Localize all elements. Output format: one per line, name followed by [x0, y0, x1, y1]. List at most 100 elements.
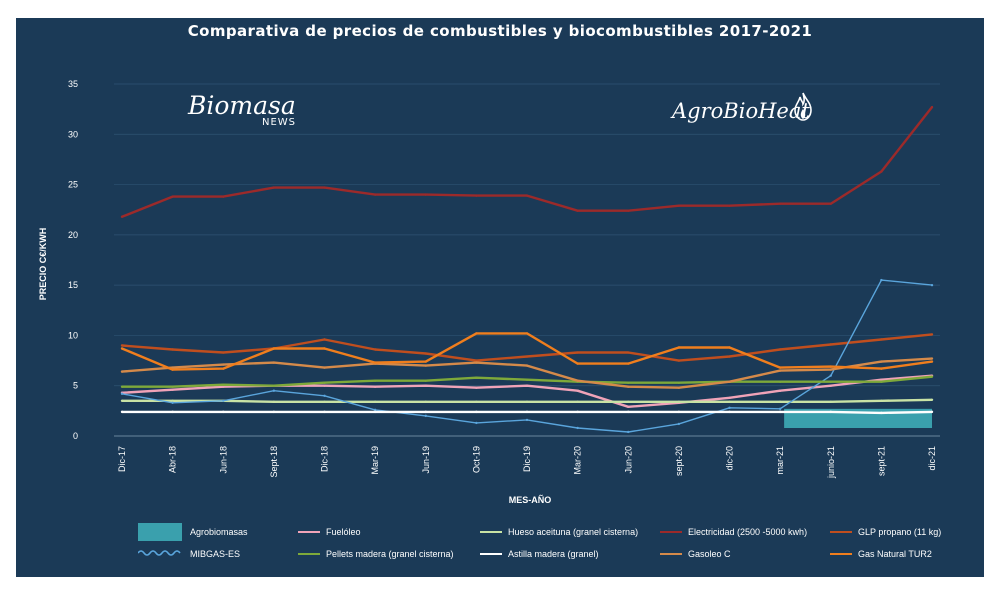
data-point-electricidad-2500-5000-kwh	[627, 209, 630, 212]
legend-label: Fuelóleo	[326, 527, 361, 537]
data-point-gas-natural-tur2	[880, 367, 883, 370]
legend-swatch	[137, 548, 182, 560]
x-tick-label: Dic-17	[117, 446, 127, 472]
legend-label: Gasoleo C	[688, 549, 731, 559]
legend-label: Hueso aceituna (granel cisterna)	[508, 527, 639, 537]
data-point-pellets-madera-granel-cisterna	[424, 379, 427, 382]
data-point-electricidad-2500-5000-kwh	[222, 195, 225, 198]
data-point-electricidad-2500-5000-kwh	[880, 170, 883, 173]
legend-item: Gasoleo C	[660, 546, 731, 562]
data-point-mibgas-es	[576, 426, 579, 430]
data-point-mibgas-es	[171, 401, 174, 405]
data-point-gas-natural-tur2	[171, 368, 174, 371]
legend-item: Astilla madera (granel)	[480, 546, 599, 562]
data-point-gasoleo-c	[880, 360, 883, 363]
data-point-pellets-madera-granel-cisterna	[373, 379, 377, 382]
data-point-astilla-madera-granel	[120, 410, 124, 414]
data-point-astilla-madera-granel	[424, 410, 427, 414]
y-tick-label: 15	[68, 280, 78, 290]
data-point-glp-propano-11-kg	[525, 355, 529, 358]
data-point-pellets-madera-granel-cisterna	[120, 385, 124, 388]
data-point-glp-propano-11-kg	[323, 338, 326, 341]
legend-swatch	[480, 553, 502, 555]
data-point-astilla-madera-granel	[829, 410, 832, 414]
legend-swatch	[660, 531, 682, 533]
x-tick-label: sept-21	[876, 446, 886, 476]
data-point-fuel-leo	[222, 385, 225, 388]
x-tick-label: dic-21	[927, 446, 937, 471]
data-point-mibgas-es	[677, 422, 681, 426]
data-point-hueso-aceituna-granel-cisterna	[525, 400, 529, 404]
biomasa-logo: Biomasa	[188, 91, 296, 120]
data-point-electricidad-2500-5000-kwh	[475, 194, 478, 197]
data-point-gasoleo-c	[677, 386, 681, 389]
y-tick-label: 10	[68, 330, 78, 340]
data-point-pellets-madera-granel-cisterna	[778, 380, 782, 383]
data-point-gas-natural-tur2	[323, 347, 326, 350]
data-point-mibgas-es	[272, 389, 276, 392]
data-point-astilla-madera-granel	[778, 410, 782, 414]
data-point-gas-natural-tur2	[475, 332, 478, 335]
data-point-electricidad-2500-5000-kwh	[323, 186, 326, 189]
data-point-glp-propano-11-kg	[677, 359, 681, 362]
data-point-electricidad-2500-5000-kwh	[576, 209, 579, 212]
data-point-hueso-aceituna-granel-cisterna	[778, 400, 782, 404]
x-tick-label: junio-21	[826, 446, 836, 479]
data-point-gasoleo-c	[323, 366, 326, 369]
data-point-gasoleo-c	[627, 385, 630, 388]
data-point-fuel-leo	[171, 388, 174, 391]
legend-swatch	[480, 531, 502, 533]
data-point-gas-natural-tur2	[677, 346, 681, 349]
data-point-hueso-aceituna-granel-cisterna	[475, 400, 478, 404]
data-point-pellets-madera-granel-cisterna	[880, 380, 883, 383]
series-line-gasoleo-c	[121, 357, 933, 389]
data-point-hueso-aceituna-granel-cisterna	[120, 399, 124, 402]
data-point-mibgas-es	[120, 392, 124, 395]
legend-item: Gas Natural TUR2	[830, 546, 932, 562]
data-point-pellets-madera-granel-cisterna	[222, 383, 225, 386]
y-tick-label: 25	[68, 180, 78, 190]
x-tick-label: sept-20	[674, 446, 684, 476]
legend-swatch	[298, 553, 320, 555]
data-point-hueso-aceituna-granel-cisterna	[627, 400, 630, 404]
data-point-fuel-leo	[373, 385, 377, 388]
data-point-fuel-leo	[778, 389, 782, 392]
data-point-electricidad-2500-5000-kwh	[424, 193, 427, 196]
chart-title: Comparativa de precios de combustibles y…	[187, 22, 813, 40]
data-point-fuel-leo	[829, 384, 832, 387]
data-point-astilla-madera-granel	[627, 410, 630, 414]
y-tick-label: 0	[73, 431, 78, 441]
data-point-gasoleo-c	[475, 361, 478, 364]
y-tick-label: 35	[68, 79, 78, 89]
data-point-glp-propano-11-kg	[627, 351, 630, 354]
data-point-hueso-aceituna-granel-cisterna	[930, 398, 934, 401]
data-point-gas-natural-tur2	[930, 360, 934, 363]
data-point-mibgas-es	[222, 399, 225, 402]
legend-item: Electricidad (2500 -5000 kwh)	[660, 524, 807, 540]
data-point-astilla-madera-granel	[576, 410, 579, 414]
flame-icon	[794, 92, 812, 121]
y-tick-label: 20	[68, 230, 78, 240]
data-point-electricidad-2500-5000-kwh	[120, 215, 124, 218]
data-point-gas-natural-tur2	[829, 365, 832, 368]
data-point-mibgas-es	[728, 406, 731, 410]
data-point-electricidad-2500-5000-kwh	[171, 195, 174, 198]
data-point-gas-natural-tur2	[222, 367, 225, 370]
x-tick-label: Mar-19	[370, 446, 380, 475]
data-point-glp-propano-11-kg	[880, 338, 883, 341]
data-point-astilla-madera-granel	[323, 410, 326, 414]
x-axis-title: MES-AÑO	[509, 495, 552, 505]
data-point-gas-natural-tur2	[627, 362, 630, 365]
data-point-fuel-leo	[323, 384, 326, 387]
data-point-electricidad-2500-5000-kwh	[525, 194, 529, 197]
data-point-hueso-aceituna-granel-cisterna	[323, 400, 326, 404]
data-point-hueso-aceituna-granel-cisterna	[171, 399, 174, 402]
data-point-glp-propano-11-kg	[930, 333, 934, 336]
data-point-astilla-madera-granel	[930, 410, 934, 414]
data-point-pellets-madera-granel-cisterna	[171, 385, 174, 388]
y-tick-label: 30	[68, 129, 78, 139]
data-point-glp-propano-11-kg	[120, 344, 124, 347]
x-tick-label: Dic-19	[522, 446, 532, 472]
data-point-pellets-madera-granel-cisterna	[475, 376, 478, 379]
x-tick-label: Dic-18	[320, 446, 330, 472]
